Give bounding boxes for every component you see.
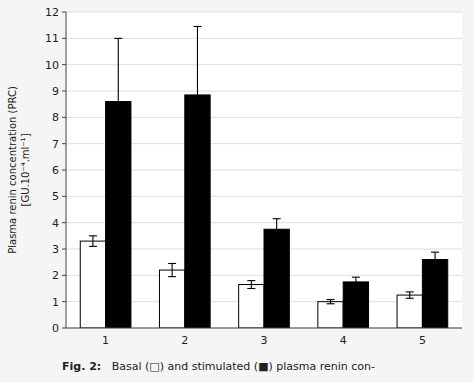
y-tick-label: 9 (52, 85, 59, 98)
y-axis: 0123456789101112 (45, 6, 66, 335)
y-tick (62, 170, 66, 171)
y-tick-label: 11 (45, 32, 59, 45)
y-tick-label: 2 (52, 269, 59, 282)
y-tick (62, 12, 66, 13)
y-tick (62, 91, 66, 92)
error-bar-line (435, 252, 436, 267)
error-bar-line (92, 236, 93, 247)
bar (318, 302, 343, 328)
y-axis-label: Plasma renin concentration (PRC)[GU.10⁻⁴… (7, 86, 31, 254)
bar (397, 295, 422, 328)
y-tick-label: 6 (52, 164, 59, 177)
error-bar-cap (168, 276, 176, 277)
error-bar-cap (89, 246, 97, 247)
chart-svg: 012345678910111212345Plasma renin concen… (0, 0, 474, 382)
error-bar-line (276, 219, 277, 240)
error-bar (327, 300, 335, 304)
x-axis: 1 2 3 4 5 (102, 334, 426, 347)
x-tick-label: 1 (102, 334, 109, 347)
grid-line (66, 328, 462, 329)
y-tick-label: 8 (52, 111, 59, 124)
error-bar-cap (114, 38, 122, 39)
grid (66, 12, 462, 328)
error-bar (247, 281, 255, 289)
y-tick-label: 10 (45, 59, 59, 72)
y-tick-label: 7 (52, 138, 59, 151)
grid-line (66, 91, 462, 92)
error-bar (352, 277, 360, 286)
error-bar-cap (193, 26, 201, 27)
error-bar (114, 38, 122, 164)
y-axis-label-line: Plasma renin concentration (PRC) (7, 86, 18, 254)
error-bar-cap (406, 291, 414, 292)
error-bar-cap (431, 252, 439, 253)
bar (422, 260, 447, 328)
caption-part: Fig. 2: (62, 360, 101, 373)
caption: Fig. 2: Basal (□) and stimulated (■) pla… (62, 360, 375, 373)
y-tick (62, 301, 66, 302)
error-bar-cap (168, 263, 176, 264)
y-tick (62, 222, 66, 223)
error-bar (431, 252, 439, 267)
grid-line (66, 12, 462, 13)
y-tick (62, 143, 66, 144)
error-bar (273, 219, 281, 240)
error-bar-line (355, 277, 356, 286)
error-bar-cap (327, 303, 335, 304)
error-bar (168, 263, 176, 276)
x-tick-label: 4 (340, 334, 347, 347)
x-axis-line (66, 328, 462, 329)
chart-container: 012345678910111212345Plasma renin concen… (0, 0, 474, 382)
error-bar-cap (352, 286, 360, 287)
grid-line (66, 38, 462, 39)
y-tick-label: 1 (52, 296, 59, 309)
error-bar-cap (431, 266, 439, 267)
bar (343, 282, 368, 328)
error-bar-cap (247, 288, 255, 289)
y-tick (62, 249, 66, 250)
bars (80, 26, 447, 328)
error-bar-cap (273, 239, 281, 240)
error-bar-line (330, 300, 331, 304)
bar (80, 241, 105, 328)
y-tick (62, 275, 66, 276)
bar (159, 270, 184, 328)
y-tick-label: 0 (52, 322, 59, 335)
error-bar-line (118, 38, 119, 164)
error-bar (89, 236, 97, 247)
error-bar-cap (352, 277, 360, 278)
bar (264, 229, 289, 328)
error-bar-cap (247, 280, 255, 281)
y-tick (62, 117, 66, 118)
error-bar-line (172, 263, 173, 276)
error-bar-cap (406, 298, 414, 299)
error-bar-cap (327, 299, 335, 300)
error-bar-line (409, 292, 410, 298)
y-tick-label: 5 (52, 190, 59, 203)
error-bar (406, 292, 414, 298)
error-bar-cap (114, 164, 122, 165)
y-tick (62, 38, 66, 39)
y-axis-line (66, 12, 67, 328)
caption-part: Basal (□) and stimulated (■) plasma reni… (101, 360, 375, 373)
error-bar (193, 26, 201, 163)
y-tick-label: 3 (52, 243, 59, 256)
y-tick (62, 196, 66, 197)
y-tick (62, 64, 66, 65)
grid-line (66, 64, 462, 65)
plot-background (66, 12, 462, 328)
x-tick-label: 2 (181, 334, 188, 347)
error-bar-cap (193, 163, 201, 164)
error-bar-cap (273, 218, 281, 219)
bar (239, 285, 264, 328)
x-tick-label: 3 (261, 334, 268, 347)
x-tick-label: 5 (419, 334, 426, 347)
y-tick-label: 4 (52, 217, 59, 230)
y-tick-label: 12 (45, 6, 59, 19)
error-bar-cap (89, 235, 97, 236)
error-bar-line (251, 281, 252, 289)
y-tick (62, 328, 66, 329)
y-axis-label-line: [GU.10⁻⁴.ml⁻¹] (20, 133, 31, 206)
error-bar-line (197, 26, 198, 163)
